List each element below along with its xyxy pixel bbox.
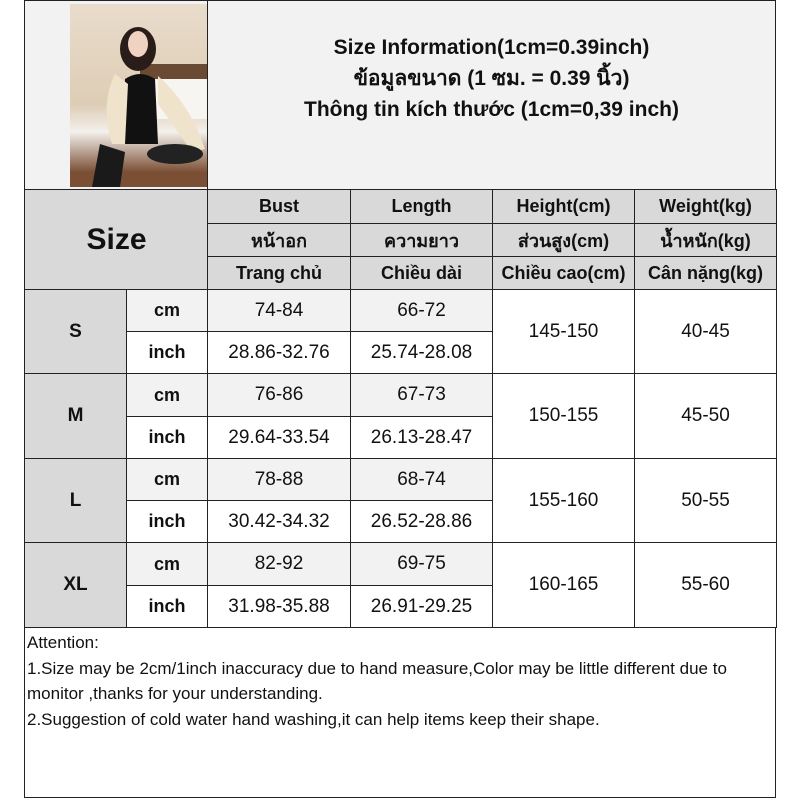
weight-value: 40-45 <box>634 289 777 374</box>
column-header-en: Bust <box>207 189 351 224</box>
length-cm: 67-73 <box>350 373 493 417</box>
bust-cm: 74-84 <box>207 289 351 332</box>
bust-cm: 78-88 <box>207 458 351 501</box>
length-cm: 66-72 <box>350 289 493 332</box>
column-header-vi: Cân nặng(kg) <box>634 256 777 291</box>
title-english: Size Information(1cm=0.39inch) <box>333 35 650 59</box>
bust-inch: 29.64-33.54 <box>207 416 351 459</box>
column-header-th: หน้าอก <box>207 223 351 257</box>
bust-inch: 28.86-32.76 <box>207 331 351 374</box>
length-cm: 68-74 <box>350 458 493 501</box>
weight-value: 45-50 <box>634 373 777 459</box>
unit-inch: inch <box>126 500 208 543</box>
bust-inch: 31.98-35.88 <box>207 585 351 628</box>
column-header-vi: Trang chủ <box>207 256 351 291</box>
unit-cm: cm <box>126 373 208 417</box>
column-header-vi: Chiều cao(cm) <box>492 256 635 291</box>
unit-inch: inch <box>126 331 208 374</box>
attention-heading: Attention: <box>27 633 99 652</box>
length-inch: 26.13-28.47 <box>350 416 493 459</box>
attention-line-2: 2.Suggestion of cold water hand washing,… <box>27 709 600 729</box>
unit-cm: cm <box>126 289 208 332</box>
unit-inch: inch <box>126 585 208 628</box>
column-header-th: น้ำหนัก(kg) <box>634 223 777 257</box>
size-label: M <box>24 373 127 459</box>
bust-cm: 76-86 <box>207 373 351 417</box>
length-inch: 26.52-28.86 <box>350 500 493 543</box>
column-header-vi: Chiều dài <box>350 256 493 291</box>
product-photo <box>70 4 212 187</box>
height-value: 160-165 <box>492 542 635 628</box>
size-header: Size <box>24 189 209 290</box>
attention-line-1: 1.Size may be 2cm/1inch inaccuracy due t… <box>27 658 727 704</box>
unit-inch: inch <box>126 416 208 459</box>
title-vietnamese: Thông tin kích thước (1cm=0,39 inch) <box>304 97 679 121</box>
height-value: 145-150 <box>492 289 635 374</box>
size-label: L <box>24 458 127 543</box>
unit-cm: cm <box>126 542 208 586</box>
size-label: XL <box>24 542 127 628</box>
column-header-en: Length <box>350 189 493 224</box>
weight-value: 55-60 <box>634 542 777 628</box>
length-inch: 25.74-28.08 <box>350 331 493 374</box>
weight-value: 50-55 <box>634 458 777 543</box>
column-header-en: Weight(kg) <box>634 189 777 224</box>
bust-inch: 30.42-34.32 <box>207 500 351 543</box>
height-value: 155-160 <box>492 458 635 543</box>
column-header-th: ความยาว <box>350 223 493 257</box>
title-cell: Size Information(1cm=0.39inch) ข้อมูลขนา… <box>207 0 776 190</box>
bust-cm: 82-92 <box>207 542 351 586</box>
length-cm: 69-75 <box>350 542 493 586</box>
unit-cm: cm <box>126 458 208 501</box>
length-inch: 26.91-29.25 <box>350 585 493 628</box>
height-value: 150-155 <box>492 373 635 459</box>
title-thai: ข้อมูลขนาด (1 ซม. = 0.39 นิ้ว) <box>353 66 630 90</box>
column-header-en: Height(cm) <box>492 189 635 224</box>
product-photo-cell <box>24 0 212 190</box>
column-header-th: ส่วนสูง(cm) <box>492 223 635 257</box>
attention-notes: Attention: 1.Size may be 2cm/1inch inacc… <box>24 627 776 798</box>
size-label: S <box>24 289 127 374</box>
